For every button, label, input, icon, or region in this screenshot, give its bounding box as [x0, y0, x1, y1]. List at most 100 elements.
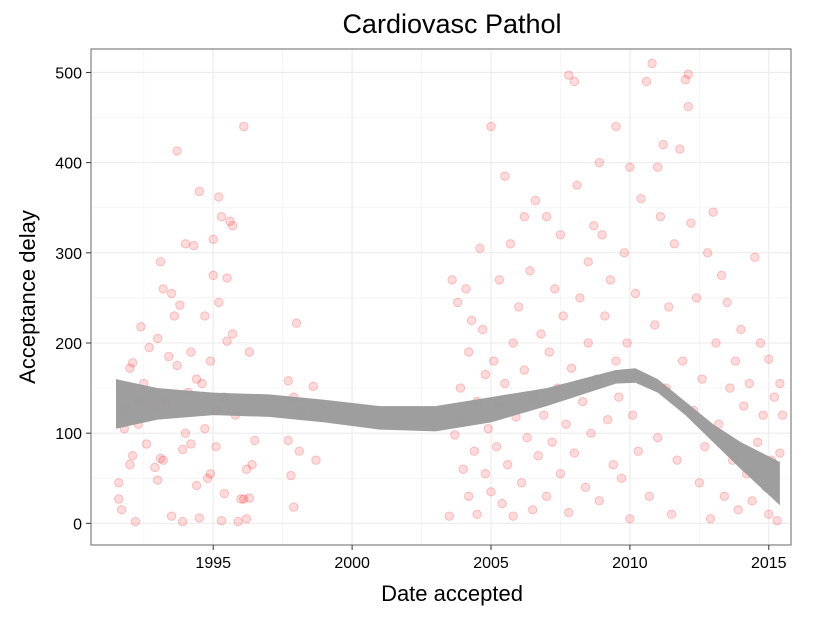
data-point: [675, 144, 685, 154]
data-point: [155, 453, 166, 464]
data-point: [602, 414, 613, 425]
data-point: [308, 381, 318, 391]
data-point: [158, 284, 168, 294]
data-point: [205, 356, 216, 366]
x-axis: 1995 2000 2005 2010 2015: [195, 545, 787, 572]
data-point: [572, 180, 582, 190]
data-point: [219, 488, 230, 499]
data-point: [744, 378, 755, 389]
data-point: [489, 356, 499, 366]
data-point: [486, 121, 496, 132]
data-point: [172, 360, 182, 371]
data-point: [247, 460, 257, 470]
data-point: [730, 356, 741, 366]
data-point: [194, 513, 205, 523]
data-point: [180, 239, 191, 249]
data-point: [236, 494, 246, 504]
data-point: [702, 248, 713, 258]
data-point: [233, 516, 243, 527]
data-point: [294, 446, 305, 456]
data-point: [311, 455, 321, 465]
data-point: [166, 288, 177, 299]
data-point: [636, 194, 646, 204]
data-point: [191, 374, 202, 384]
x-tick-label: 2010: [612, 555, 648, 572]
data-point: [194, 186, 205, 197]
data-point: [747, 496, 757, 506]
y-axis-title: Acceptance delay: [15, 210, 40, 384]
y-tick-label: 0: [73, 516, 82, 533]
data-point: [577, 396, 588, 407]
data-point: [127, 451, 138, 461]
y-tick-label: 200: [55, 336, 82, 353]
data-point: [625, 162, 635, 172]
x-tick-label: 2015: [751, 555, 787, 572]
data-point: [769, 392, 780, 402]
smooth-confidence-band: [116, 368, 780, 506]
data-point: [452, 297, 463, 308]
data-point: [164, 351, 174, 362]
data-point: [619, 248, 630, 258]
data-point: [214, 192, 224, 202]
x-tick-label: 2000: [334, 555, 370, 572]
data-point: [166, 511, 177, 521]
data-point: [705, 514, 716, 524]
data-point: [291, 318, 302, 328]
data-point: [647, 58, 657, 69]
data-point: [533, 451, 543, 461]
data-point: [214, 297, 224, 308]
data-point: [527, 505, 538, 515]
data-point: [180, 428, 191, 438]
data-point: [594, 157, 605, 168]
data-point: [519, 365, 530, 375]
data-point: [775, 378, 785, 389]
plot-border: [90, 48, 792, 546]
data-point: [505, 239, 516, 249]
data-point: [125, 460, 135, 470]
data-point: [150, 462, 160, 473]
data-point: [644, 491, 655, 502]
data-point: [516, 478, 527, 488]
data-point: [175, 300, 185, 310]
data-point: [686, 218, 696, 228]
data-point: [616, 473, 627, 483]
data-point: [708, 207, 718, 217]
data-point: [566, 363, 577, 373]
x-tick-label: 1995: [195, 555, 231, 572]
y-tick-label: 300: [55, 246, 82, 263]
data-point: [197, 378, 207, 389]
data-point: [564, 70, 574, 80]
data-point: [508, 511, 518, 521]
data-point: [464, 491, 474, 502]
data-point: [444, 511, 455, 521]
data-point: [558, 311, 568, 321]
data-point: [594, 496, 605, 506]
data-point: [227, 221, 238, 231]
data-point: [141, 439, 152, 449]
data-point: [244, 347, 255, 357]
data-point: [186, 347, 196, 357]
data-point: [455, 383, 466, 393]
data-point: [244, 493, 255, 503]
data-point: [586, 428, 596, 438]
data-point: [627, 410, 638, 420]
data-point: [500, 378, 510, 389]
data-point: [611, 356, 621, 366]
data-point: [191, 480, 202, 491]
data-point: [611, 121, 621, 132]
x-axis-title: Date accepted: [381, 581, 523, 606]
plot-panel: [90, 48, 792, 546]
data-point: [205, 469, 216, 479]
data-point: [116, 505, 127, 515]
data-point: [652, 162, 663, 172]
x-tick-label: 2005: [473, 555, 509, 572]
data-point: [144, 342, 155, 353]
data-point: [125, 363, 135, 373]
grid-lines: [91, 49, 791, 545]
data-point: [750, 252, 760, 263]
data-point: [575, 293, 585, 303]
data-point: [641, 76, 652, 87]
data-point: [241, 464, 252, 474]
data-point: [200, 311, 210, 321]
